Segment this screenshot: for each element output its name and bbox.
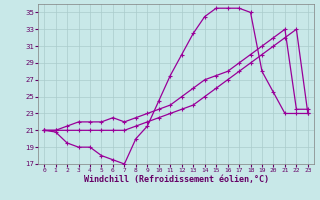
X-axis label: Windchill (Refroidissement éolien,°C): Windchill (Refroidissement éolien,°C) — [84, 175, 268, 184]
